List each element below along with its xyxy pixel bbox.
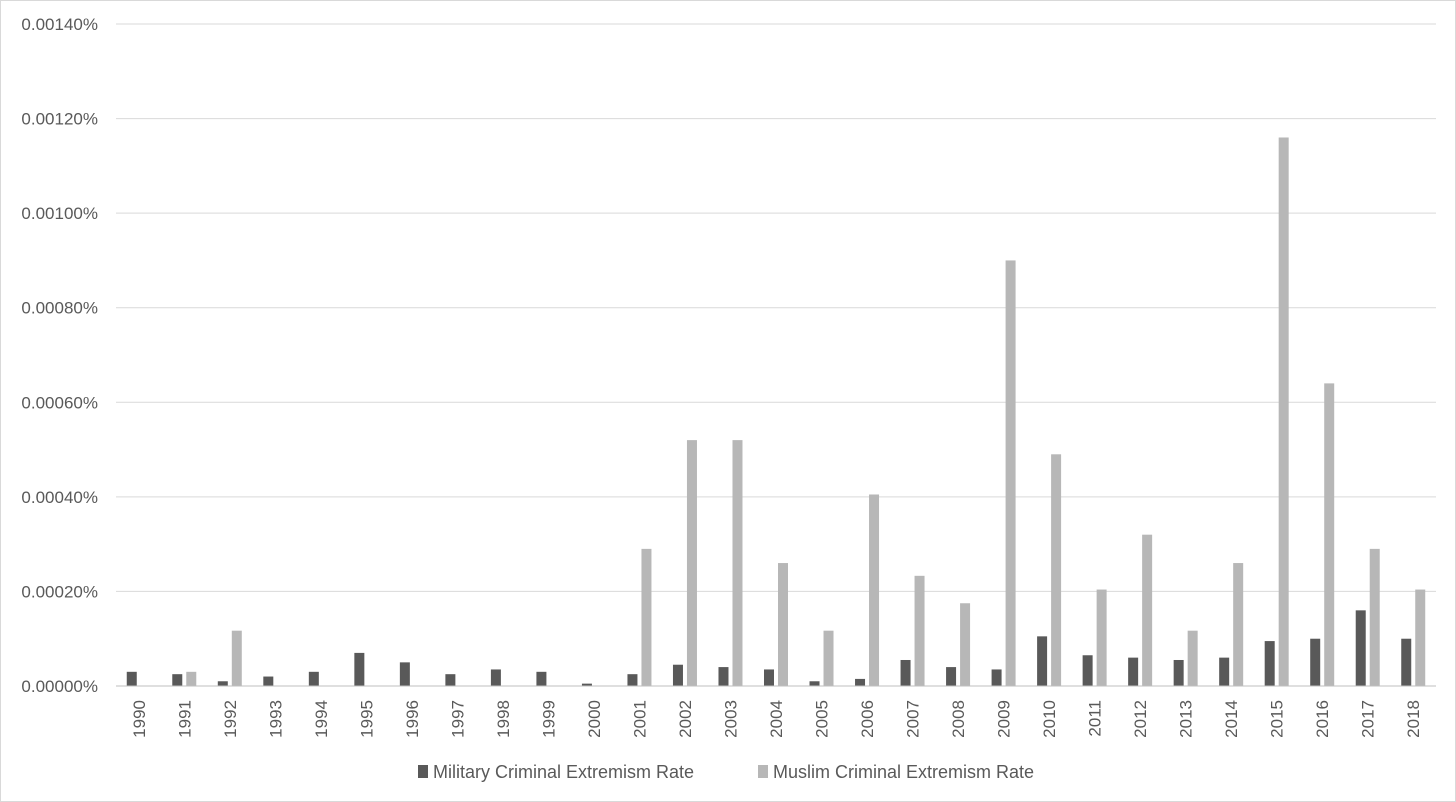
bar-military-2014 [1219,657,1230,686]
bar-muslim-2009 [1005,260,1016,686]
x-tick-label: 2010 [1040,700,1059,738]
x-tick-label: 1991 [175,700,194,738]
x-tick-label: 2016 [1313,700,1332,738]
y-axis-tick-labels: 0.00000% 0.00020% 0.00040% 0.00060% 0.00080%… [21,15,98,696]
bar-military-2005 [809,681,820,686]
x-tick-label: 1990 [130,700,149,738]
x-tick-label: 2009 [995,700,1014,738]
y-tick-label: 0.00120% [21,110,98,129]
bar-military-2000 [581,683,592,686]
bar-muslim-2016 [1324,383,1335,686]
bar-military-2013 [1173,659,1184,686]
bar-military-1999 [536,671,547,686]
legend-swatch [418,765,428,778]
bar-military-1991 [172,674,183,686]
bar-military-2017 [1355,610,1366,686]
gridlines [116,23,1436,592]
legend-label: Muslim Criminal Extremism Rate [773,762,1034,782]
y-tick-label: 0.00040% [21,488,98,507]
bar-muslim-2011 [1096,589,1107,686]
bar-military-2003 [718,667,729,686]
bar-muslim-2017 [1369,548,1380,686]
bar-muslim-2001 [641,548,652,686]
y-tick-label: 0.00000% [21,677,98,696]
x-tick-label: 1997 [448,700,467,738]
bar-military-1990 [126,671,137,686]
bar-military-1997 [445,674,456,686]
bar-military-2004 [764,669,774,686]
bar-muslim-2006 [869,494,880,686]
bar-military-2016 [1310,638,1321,686]
bar-military-2002 [672,664,683,686]
x-tick-label: 1998 [494,700,513,738]
x-tick-label: 1996 [403,700,422,738]
bar-muslim-1992 [231,630,242,686]
x-tick-label: 2013 [1177,700,1196,738]
y-tick-label: 0.00100% [21,204,98,223]
x-tick-label: 2015 [1268,700,1287,738]
bar-muslim-2012 [1142,534,1153,686]
legend-label: Military Criminal Extremism Rate [433,762,694,782]
x-tick-label: 2012 [1131,700,1150,738]
bar-muslim-2013 [1187,630,1198,686]
bar-military-1996 [399,662,410,686]
x-tick-label: 2017 [1359,700,1378,738]
x-tick-label: 2005 [813,700,832,738]
bar-military-2009 [991,669,1002,686]
bar-muslim-2004 [778,563,788,686]
x-tick-label: 2018 [1404,700,1423,738]
y-tick-label: 0.00140% [21,15,98,34]
bar-military-1994 [308,671,319,686]
bars [126,137,1426,686]
y-tick-label: 0.00080% [21,299,98,318]
x-tick-label: 1994 [312,700,331,738]
bar-muslim-1991 [186,671,197,686]
bar-military-2012 [1128,657,1139,686]
bar-military-1992 [217,681,228,686]
bar-muslim-2010 [1051,454,1062,686]
x-axis-tick-labels: 1990 1991 1992 1993 1994 1995 1996 1997 1998 1999… [130,700,1423,738]
bar-military-2018 [1401,638,1412,686]
x-tick-label: 2006 [858,700,877,738]
bar-military-2011 [1082,655,1093,686]
bar-muslim-2005 [823,630,834,686]
bar-muslim-2014 [1233,563,1244,686]
x-tick-label: 2007 [904,700,923,738]
x-tick-label: 2004 [767,700,786,738]
legend-swatch [758,765,768,778]
bar-military-1995 [354,652,365,686]
y-tick-label: 0.00020% [21,582,98,601]
bar-muslim-2008 [960,603,971,686]
x-tick-label: 2002 [676,700,695,738]
x-tick-label: 2014 [1222,700,1241,738]
x-tick-label: 2001 [630,700,649,738]
bar-muslim-2003 [732,440,743,686]
x-tick-label: 1993 [266,700,285,738]
bar-muslim-2007 [914,575,925,686]
bar-military-2008 [946,667,957,686]
x-tick-label: 1999 [539,700,558,738]
bar-muslim-2002 [686,440,697,686]
bar-military-2006 [855,678,866,686]
x-tick-label: 2000 [585,700,604,738]
bar-muslim-2015 [1278,137,1289,686]
bar-military-2015 [1264,641,1275,686]
y-tick-label: 0.00060% [21,393,98,412]
bar-military-2007 [900,659,911,686]
bar-muslim-2018 [1415,589,1426,686]
x-tick-label: 2003 [721,700,740,738]
legend: Military Criminal Extremism Rate Muslim C… [418,762,1034,782]
x-tick-label: 2011 [1086,700,1105,737]
bar-military-1993 [263,676,274,686]
bar-military-2010 [1037,636,1048,686]
x-tick-label: 2008 [949,700,968,738]
x-tick-label: 1992 [221,700,240,738]
bar-military-2001 [627,674,638,686]
bar-military-1998 [490,669,501,686]
x-tick-label: 1995 [357,700,376,738]
